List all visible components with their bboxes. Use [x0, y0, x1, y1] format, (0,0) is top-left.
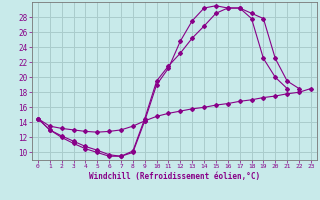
X-axis label: Windchill (Refroidissement éolien,°C): Windchill (Refroidissement éolien,°C)	[89, 172, 260, 181]
